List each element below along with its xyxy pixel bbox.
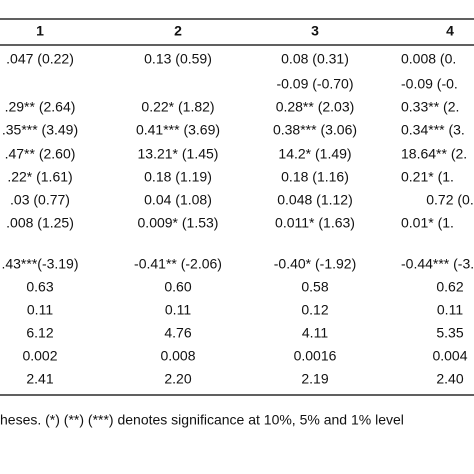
table-cell: 0.38*** (3.06)	[273, 122, 357, 138]
table-cell: 2.20	[164, 371, 191, 387]
table-cell: 0.01* (1.	[401, 215, 454, 231]
table-cell: 14.2* (1.49)	[278, 146, 351, 162]
table-cell: 0.72 (0.	[426, 192, 473, 208]
table-cell: .03 (0.77)	[10, 192, 70, 208]
table-cell: 0.34*** (3.	[401, 122, 465, 138]
table-cell: .35*** (3.49)	[2, 122, 78, 138]
table-cell: 0.21* (1.	[401, 169, 454, 185]
footnote: heses. (*) (**) (***) denotes significan…	[0, 412, 404, 428]
table-cell: 0.18 (1.16)	[281, 169, 349, 185]
table-cell: .22* (1.61)	[7, 169, 72, 185]
column-header: 3	[311, 23, 319, 39]
table-cell: 0.12	[301, 302, 328, 318]
column-header: 2	[174, 23, 182, 39]
table-cell: 0.009* (1.53)	[138, 215, 219, 231]
table-cell: .29** (2.64)	[5, 99, 76, 115]
table-cell: 0.04 (1.08)	[144, 192, 212, 208]
column-header: 1	[36, 23, 44, 39]
table-cell: 0.22* (1.82)	[141, 99, 214, 115]
table-cell: 0.11	[437, 302, 463, 318]
table-cell: 0.41*** (3.69)	[136, 122, 220, 138]
table-cell: 0.048 (1.12)	[277, 192, 353, 208]
table-cell: 0.004	[432, 348, 467, 364]
table-cell: 18.64** (2.	[401, 146, 467, 162]
table-cell: 0.08 (0.31)	[281, 51, 349, 67]
table-cell: 0.002	[22, 348, 57, 364]
table-cell: 4.76	[164, 325, 191, 341]
table-cell: -0.09 (-0.	[401, 76, 458, 92]
table-cell: .008 (1.25)	[6, 215, 74, 231]
table-cell: 0.008	[160, 348, 195, 364]
table-cell: 0.11	[165, 302, 191, 318]
table-cell: 5.35	[436, 325, 463, 341]
table-cell: -0.41** (-2.06)	[134, 256, 222, 272]
table-cell: 0.011* (1.63)	[275, 215, 355, 231]
table-cell: -0.09 (-0.70)	[276, 76, 353, 92]
table-cell: 6.12	[26, 325, 53, 341]
table-cell: .47** (2.60)	[5, 146, 76, 162]
table-cell: -0.40* (-1.92)	[274, 256, 356, 272]
table-cell: 0.60	[164, 279, 191, 295]
table-cell: 0.58	[301, 279, 328, 295]
table-cell: 0.33** (2.	[401, 99, 459, 115]
table-cell: 0.62	[436, 279, 463, 295]
table-cell: 0.18 (1.19)	[144, 169, 212, 185]
table-cell: 2.19	[301, 371, 328, 387]
table-cell: 0.13 (0.59)	[144, 51, 212, 67]
table-cell: 0.11	[27, 302, 53, 318]
table-cell: .047 (0.22)	[6, 51, 74, 67]
column-header: 4	[446, 23, 454, 39]
table-cell: 0.0016	[294, 348, 337, 364]
table-cell: 0.28** (2.03)	[276, 99, 355, 115]
table-cell: 2.40	[436, 371, 463, 387]
table-cell: 0.63	[26, 279, 53, 295]
table-cell: .43***(-3.19)	[1, 256, 78, 272]
table-cell: -0.44*** (-3.	[401, 256, 474, 272]
table-cell: 13.21* (1.45)	[138, 146, 219, 162]
table-cell: 0.008 (0.	[401, 51, 456, 67]
table-cell: 4.11	[302, 325, 328, 341]
table-cell: 2.41	[26, 371, 53, 387]
